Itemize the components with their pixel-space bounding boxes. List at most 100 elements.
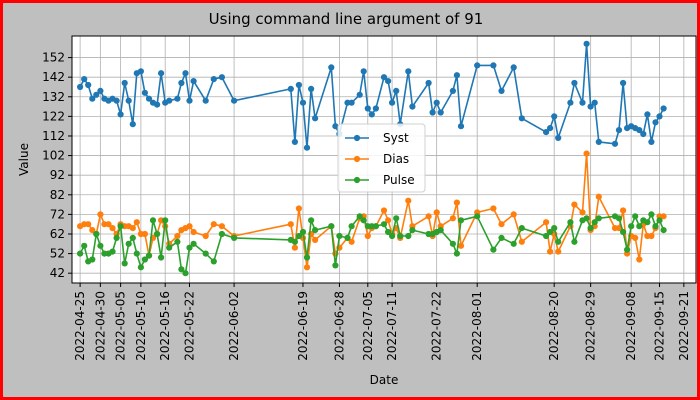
data-point [543, 232, 550, 240]
data-point [303, 254, 311, 261]
data-point [186, 223, 193, 230]
data-point [551, 225, 558, 232]
data-point [291, 244, 298, 251]
data-point [81, 76, 88, 83]
data-point [474, 213, 481, 220]
data-point [636, 127, 643, 134]
data-point [218, 230, 225, 238]
data-point [543, 219, 550, 226]
data-point [453, 72, 460, 79]
data-point [129, 234, 136, 241]
data-point [595, 138, 602, 145]
data-point [405, 197, 412, 204]
data-point [89, 95, 96, 102]
data-point [518, 225, 525, 232]
series-syst [77, 40, 667, 151]
data-point [166, 244, 173, 251]
data-point [105, 221, 112, 228]
data-point [174, 232, 181, 240]
x-tick-label: 2022-07-05 [361, 291, 375, 361]
data-point [547, 125, 554, 132]
y-tick-label: 92 [50, 168, 65, 182]
data-point [109, 248, 116, 255]
x-tick-label: 2022-07-22 [430, 291, 444, 361]
data-point [89, 256, 96, 263]
data-point [308, 85, 315, 92]
x-tick-label: 2022-04-30 [93, 291, 107, 361]
data-point [457, 217, 465, 224]
data-point [344, 234, 351, 241]
data-point [93, 230, 100, 238]
data-point [380, 74, 388, 81]
data-point [652, 223, 659, 230]
data-point [555, 238, 562, 245]
y-tick-label: 112 [42, 129, 65, 143]
data-point [372, 223, 379, 230]
data-point [364, 232, 371, 240]
x-tick-label: 2022-07-11 [385, 291, 399, 361]
data-point [299, 99, 307, 106]
x-tick-label: 2022-04-25 [73, 291, 87, 361]
data-point [547, 248, 554, 255]
data-point [498, 87, 505, 94]
data-point [154, 101, 161, 108]
data-point [457, 123, 465, 130]
data-point [113, 234, 120, 241]
data-point [210, 76, 217, 83]
data-point [328, 64, 335, 71]
y-tick-label: 72 [50, 207, 65, 221]
data-point [498, 234, 505, 241]
legend-swatch-marker [353, 155, 361, 163]
data-point [295, 232, 302, 240]
line-chart: Using command line argument of 91 42 52 62… [17, 10, 697, 387]
data-point [543, 129, 550, 136]
data-point [97, 87, 104, 94]
data-point [567, 99, 574, 106]
data-point [449, 215, 456, 222]
data-point [113, 97, 120, 104]
data-point [405, 232, 412, 240]
data-point [178, 79, 185, 87]
data-point [312, 236, 319, 243]
data-point [364, 105, 371, 112]
data-point [81, 242, 88, 249]
data-point [648, 138, 655, 145]
data-point [287, 85, 294, 92]
data-point [571, 201, 578, 208]
data-point [636, 256, 643, 263]
data-point [141, 89, 148, 96]
data-point [186, 97, 193, 104]
x-tick-label: 2022-09-08 [624, 291, 638, 361]
data-point [453, 250, 460, 257]
data-point [303, 144, 311, 151]
data-point [141, 230, 148, 238]
legend-entry: Pulse [345, 173, 415, 187]
data-point [210, 221, 217, 228]
y-tick-label: 82 [50, 188, 65, 202]
data-point [210, 258, 217, 265]
data-point [449, 240, 456, 247]
data-point [125, 97, 132, 104]
data-point [393, 87, 400, 94]
data-point [449, 87, 456, 94]
data-point [510, 211, 517, 218]
data-point [389, 99, 396, 106]
x-tick-label: 2022-05-16 [158, 291, 172, 361]
data-point [182, 270, 189, 277]
data-point [137, 264, 144, 271]
data-point [595, 215, 602, 222]
data-point [660, 227, 667, 234]
data-point [178, 266, 185, 273]
data-point [652, 119, 659, 126]
data-point [190, 228, 197, 236]
data-point [429, 109, 436, 116]
data-point [295, 81, 302, 89]
y-tick-label: 142 [42, 70, 65, 84]
data-point [583, 40, 590, 47]
data-point [615, 225, 623, 232]
data-point [77, 250, 84, 257]
data-point [591, 99, 598, 106]
legend-label: Pulse [383, 173, 415, 187]
data-point [85, 81, 92, 89]
